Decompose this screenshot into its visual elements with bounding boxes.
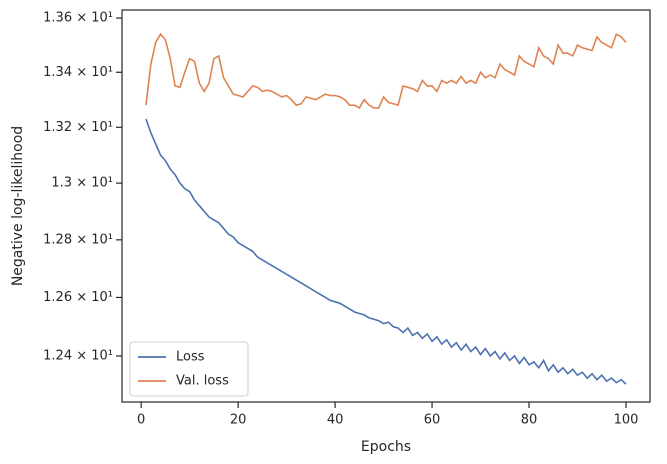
x-tick-label: 40	[327, 413, 344, 428]
y-tick-label: 1.3 × 10¹	[51, 176, 113, 191]
x-axis-label: Epochs	[361, 439, 411, 455]
line-series	[145, 32, 627, 110]
line-series	[145, 118, 627, 385]
y-tick-label: 1.24 × 10¹	[43, 348, 113, 363]
y-tick-label: 1.34 × 10¹	[43, 65, 113, 80]
y-tick-label: 1.28 × 10¹	[43, 232, 113, 247]
legend-box	[129, 341, 249, 397]
y-axis-label: Negative log-likelihood	[10, 126, 26, 286]
x-tick-label: 80	[521, 413, 538, 428]
x-tick-label: 20	[230, 413, 247, 428]
plot-frame	[121, 9, 651, 403]
x-tick-label: 60	[424, 413, 441, 428]
x-tick-label: 0	[137, 413, 145, 428]
y-tick-label: 1.32 × 10¹	[43, 120, 113, 135]
y-tick-label: 1.36 × 10¹	[43, 11, 113, 26]
y-tick-label: 1.26 × 10¹	[43, 290, 113, 305]
legend-label: Loss	[176, 350, 205, 365]
legend-label: Val. loss	[176, 374, 229, 389]
x-tick-label: 100	[614, 413, 639, 428]
